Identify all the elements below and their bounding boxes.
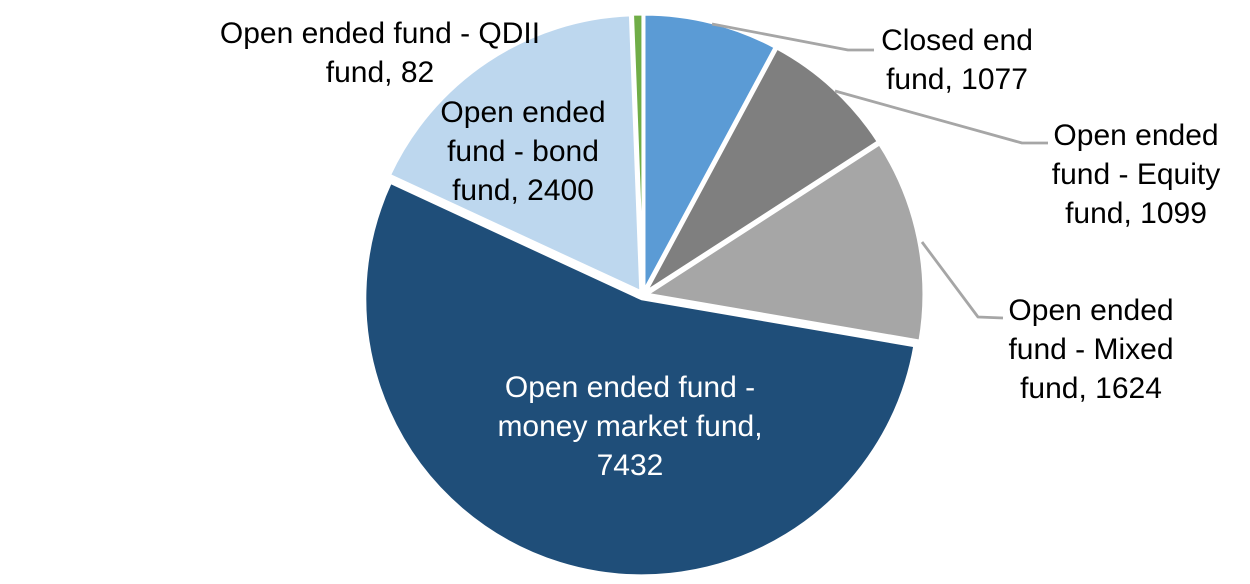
pie-slice-open-ended-fund-qdii-fund — [631, 12, 645, 293]
data-label-line: fund, 1077 — [886, 63, 1028, 96]
data-label-line: Open ended fund - QDII — [219, 17, 541, 50]
data-label-line: fund - Mixed — [1008, 333, 1174, 366]
data-label-line: Open ended — [440, 96, 606, 129]
data-label-closed-end-fund: Closed end fund, 1077 — [847, 21, 1067, 99]
data-label-line: fund - bond — [447, 135, 599, 168]
pie-slice-open-ended-fund-bond-fund — [387, 13, 643, 294]
leader-line-closed-end-fund — [711, 22, 874, 52]
data-label-line: fund, 82 — [325, 56, 435, 89]
data-label-line: fund, 2400 — [452, 174, 594, 207]
leader-line-open-ended-fund-equity-fund — [834, 89, 1048, 145]
data-label-line: Open ended fund - — [504, 371, 756, 404]
data-label-line: 7432 — [596, 449, 664, 482]
data-label-line: Closed end — [881, 24, 1033, 57]
data-label-line: fund, 1099 — [1065, 197, 1207, 230]
data-label-line: money market fund, — [497, 410, 763, 443]
pie-slice-open-ended-fund-equity-fund — [644, 46, 880, 294]
pie-slice-open-ended-fund-mixed-fund — [645, 142, 926, 343]
data-label-open-ended-fund-mixed-fund: Open ended fund - Mixed fund, 1624 — [971, 291, 1211, 408]
data-label-line: Open ended — [1008, 294, 1174, 327]
data-label-open-ended-fund-money-market-fund: Open ended fund - money market fund, 7432 — [430, 368, 830, 485]
leader-line-open-ended-fund-mixed-fund — [920, 241, 1004, 320]
data-label-open-ended-fund-bond-fund: Open ended fund - bond fund, 2400 — [403, 93, 643, 210]
data-label-line: Open ended — [1053, 119, 1219, 152]
pie-slice-open-ended-fund-money-market-fund — [363, 180, 917, 578]
pie-slice-closed-end-fund — [642, 12, 777, 293]
data-label-line: fund - Equity — [1051, 158, 1221, 191]
data-label-line: fund, 1624 — [1020, 372, 1162, 405]
data-label-open-ended-fund-equity-fund: Open ended fund - Equity fund, 1099 — [1021, 116, 1250, 233]
data-label-open-ended-fund-qdii-fund: Open ended fund - QDII fund, 82 — [180, 14, 580, 92]
